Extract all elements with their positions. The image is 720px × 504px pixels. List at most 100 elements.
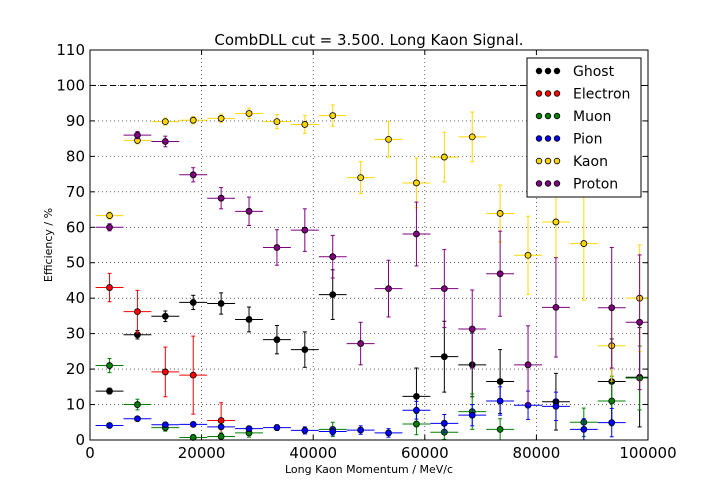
pion-data-point [189, 420, 197, 428]
pion-data-point [413, 406, 420, 414]
pion-data-point [468, 411, 476, 419]
electron-legend-marker [553, 90, 561, 97]
pion-data-point [329, 428, 337, 435]
legend-box [526, 57, 642, 198]
proton-data-point [189, 171, 197, 179]
pion-data-point [385, 429, 392, 437]
y-tick-label: 0 [75, 431, 85, 449]
ghost-data-point [440, 353, 448, 361]
kaon-data-point [468, 133, 476, 141]
x-tick-label: 80000 [513, 444, 561, 462]
proton-data-point [385, 285, 392, 293]
pion-data-point [161, 421, 169, 429]
proton-data-point [245, 207, 253, 215]
kaon-data-point [357, 174, 365, 182]
kaon-data-point [273, 118, 281, 126]
ghost-data-point [273, 336, 281, 344]
kaon-data-point [245, 110, 253, 117]
pion-data-point [217, 423, 225, 431]
proton-data-point [496, 270, 504, 278]
kaon-data-point [496, 210, 504, 217]
y-tick-label: 80 [66, 147, 85, 165]
proton-data-point [161, 138, 169, 145]
muon-legend-marker [553, 112, 561, 120]
y-tick-label: 110 [56, 41, 85, 59]
muon-data-point [189, 434, 197, 441]
kaon-legend-marker [553, 157, 561, 165]
ghost-data-point [161, 312, 169, 320]
proton-data-point [217, 194, 225, 202]
proton-data-point [413, 230, 420, 238]
electron-data-point [189, 371, 197, 379]
legend-item-proton: Proton [535, 177, 618, 193]
kaon-legend-marker [535, 157, 543, 165]
electron-data-point [161, 368, 169, 376]
ghost-data-point [413, 392, 420, 400]
electron-data-point [134, 308, 141, 316]
muon-data-point [413, 420, 420, 428]
pion-data-point [440, 419, 448, 427]
series-electron [95, 272, 236, 439]
y-tick-label: 10 [66, 396, 85, 414]
legend-item-pion: Pion [535, 132, 602, 148]
proton-data-point [636, 318, 644, 326]
legend-label-kaon: Kaon [573, 154, 608, 170]
electron-data-point [106, 284, 113, 291]
kaon-data-point [440, 153, 448, 161]
muon-data-point [106, 362, 113, 369]
legend-label-muon: Muon [573, 109, 611, 125]
ghost-data-point [329, 291, 337, 299]
muon-legend-marker [544, 112, 552, 120]
series-proton [95, 131, 648, 405]
kaon-data-point [217, 115, 225, 122]
series-pion [95, 386, 626, 441]
legend-item-kaon: Kaon [535, 154, 608, 170]
pion-data-point [580, 425, 588, 433]
legend-label-proton: Proton [573, 177, 618, 193]
series-kaon [95, 104, 648, 382]
legend-label-pion: Pion [573, 132, 602, 148]
legend-label-electron: Electron [573, 87, 630, 103]
pion-data-point [496, 397, 504, 405]
pion-data-point [134, 415, 141, 423]
proton-data-point [440, 285, 448, 293]
y-axis-label: Efficiency / % [42, 208, 55, 282]
ghost-data-point [245, 316, 253, 323]
ghost-data-point [217, 300, 225, 307]
proton-data-point [552, 303, 560, 311]
proton-data-point [524, 361, 532, 369]
pion-data-point [552, 402, 560, 410]
plot-frame [89, 49, 649, 441]
legend-item-electron: Electron [535, 87, 630, 103]
ghost-data-point [301, 346, 309, 353]
ghost-data-point [496, 378, 504, 385]
electron-legend-marker [535, 90, 543, 97]
y-tick-label: 100 [56, 76, 85, 94]
pion-data-point [357, 426, 365, 434]
proton-data-point [329, 253, 337, 261]
proton-data-point [468, 325, 476, 333]
pion-legend-marker [544, 135, 552, 142]
y-tick-label: 30 [66, 325, 85, 343]
muon-data-point [134, 401, 141, 408]
pion-data-point [301, 427, 309, 434]
y-tick-label: 40 [66, 289, 85, 307]
proton-data-point [106, 223, 113, 231]
kaon-data-point [385, 135, 392, 143]
kaon-data-point [301, 121, 309, 128]
pion-legend-marker [553, 135, 561, 142]
muon-data-point [217, 433, 225, 440]
y-tick-label: 20 [66, 360, 85, 378]
x-tick-label: 0 [85, 444, 95, 462]
proton-legend-marker [535, 180, 543, 187]
kaon-data-point [106, 212, 113, 219]
electron-legend-marker [544, 90, 552, 97]
legend-item-ghost: Ghost [535, 64, 615, 80]
proton-data-point [134, 131, 141, 139]
tick-labels: 0 20000 40000 60000 80000 100000 0 10 20 30 40 50 60… [56, 41, 676, 462]
kaon-legend-marker [544, 157, 552, 165]
kaon-data-point [552, 218, 560, 226]
pion-data-point [245, 425, 253, 433]
x-tick-label: 60000 [401, 444, 449, 462]
